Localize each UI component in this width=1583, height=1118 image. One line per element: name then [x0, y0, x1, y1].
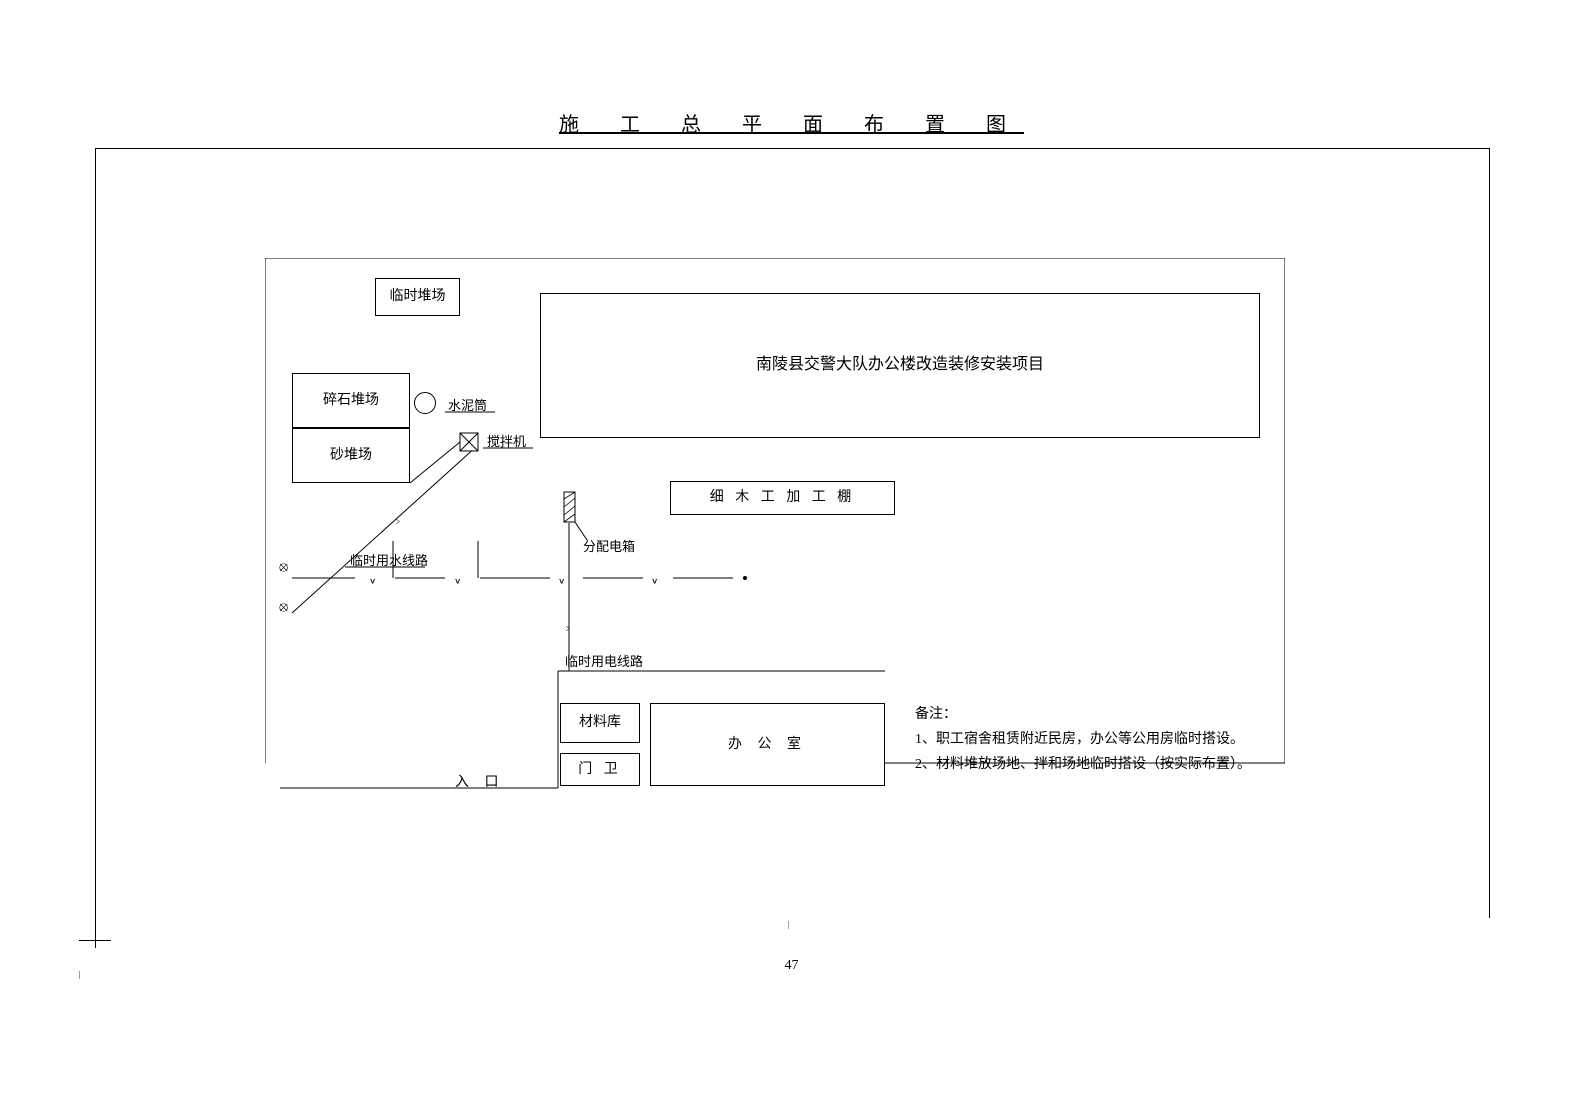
- box-main-building: 南陵县交警大队办公楼改造装修安装项目: [540, 293, 1260, 438]
- arrow-icon: ∨: [369, 577, 376, 586]
- notes-item: 1、职工宿舍租赁附近民房，办公等公用房临时搭设。: [915, 727, 1251, 752]
- arrow-icon: >: [396, 517, 401, 528]
- box-sand-yard: 砂堆场: [292, 428, 410, 483]
- notes-item: 2、材料堆放场地、拌和场地临时搭设（按实际布置）。: [915, 752, 1251, 777]
- label-entrance: 入 口: [455, 771, 505, 791]
- arrow-icon: ∨: [454, 577, 461, 586]
- label-elec-line: 临时用电线路: [565, 651, 643, 670]
- box-wood-shed: 细 木 工 加 工 棚: [670, 481, 895, 515]
- notes-block: 备注： 1、职工宿舍租赁附近民房，办公等公用房临时搭设。 2、材料堆放场地、拌和…: [915, 702, 1251, 778]
- box-material-store: 材料库: [560, 703, 640, 743]
- page-frame-left: [95, 148, 96, 948]
- notes-heading: 备注：: [915, 702, 1251, 727]
- tick-mark-mid: |: [788, 920, 790, 929]
- page-number: 47: [0, 958, 1583, 974]
- water-source-icon-2: ⦻: [279, 600, 288, 616]
- cement-drum-icon: [414, 392, 436, 414]
- line-end-dot-icon: [743, 576, 747, 580]
- arrow-icon: ∨: [558, 577, 565, 586]
- page-title: 施 工 总 平 面 布 置 图: [0, 108, 1583, 137]
- label-mixer: 搅拌机: [487, 431, 526, 450]
- box-gravel-yard: 碎石堆场: [292, 373, 410, 428]
- box-office: 办 公 室: [650, 703, 885, 786]
- box-temp-storage: 临时堆场: [375, 278, 460, 316]
- site-plan-diagram: 临时堆场 碎石堆场 砂堆场 南陵县交警大队办公楼改造装修安装项目 细 木 工 加…: [265, 258, 1285, 898]
- label-water-line: 临时用水线路: [350, 550, 428, 569]
- arrow-icon: >: [566, 624, 571, 635]
- page-frame-tick: [79, 940, 111, 941]
- box-gate-house: 门 卫: [560, 753, 640, 786]
- label-dist-box: 分配电箱: [583, 536, 635, 555]
- water-source-icon-1: ⦻: [279, 560, 288, 576]
- label-cement-drum: 水泥筒: [448, 395, 487, 414]
- arrow-icon: ∨: [651, 577, 658, 586]
